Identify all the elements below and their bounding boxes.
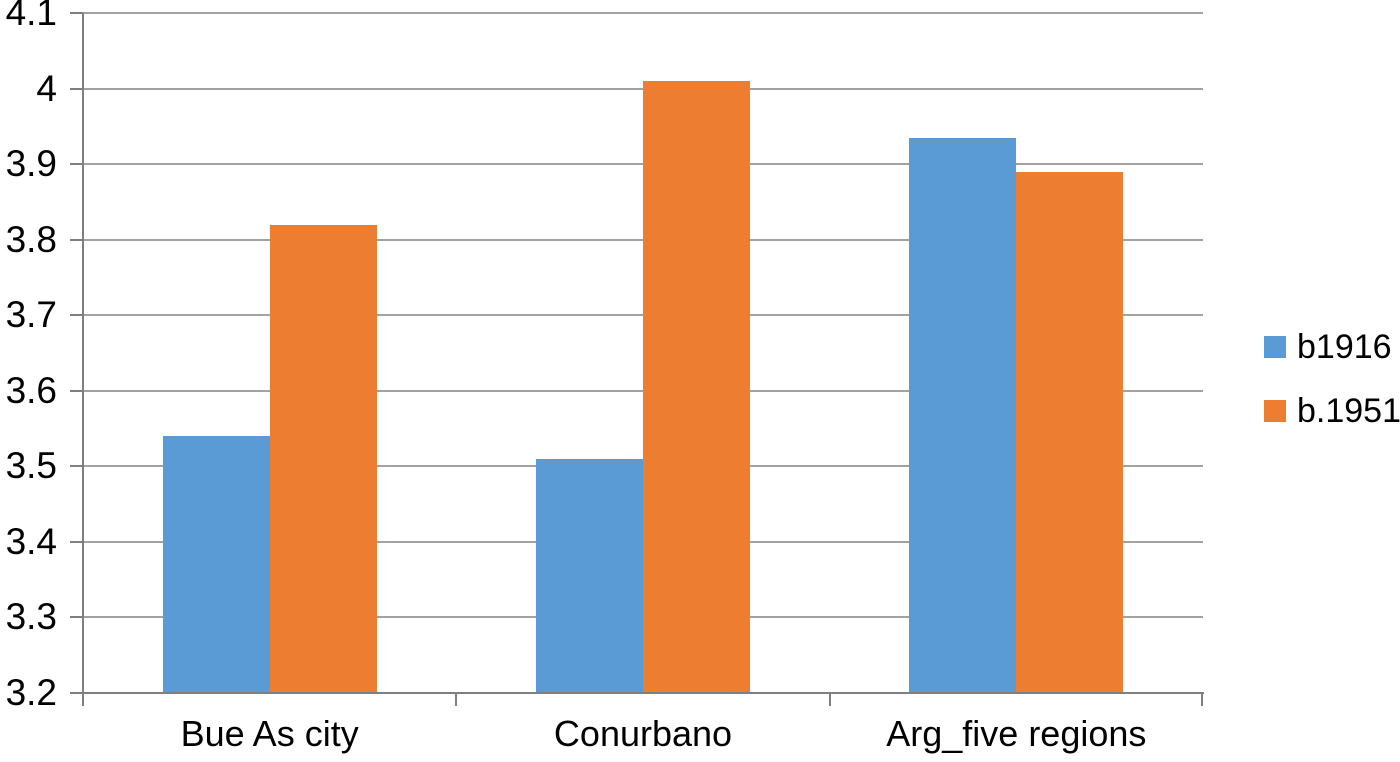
y-tick-label-3.4: 3.4 — [5, 520, 57, 562]
legend-item-b1916: b1916 — [1264, 324, 1400, 370]
bar-b1916-conurbano — [536, 458, 643, 693]
y-tick-mark-3.9 — [70, 163, 87, 166]
x-category-label-conurbano: Conurbano — [553, 713, 733, 754]
x-tick-mark-0 — [82, 692, 84, 706]
y-axis-tick-labels: 3.2 3.3 3.4 3.5 3.6 3.7 3.8 3.9 4 4.1 — [0, 0, 57, 713]
y-tick-label-3.3: 3.3 — [5, 596, 57, 638]
x-category-label-bue-as-city: Bue As city — [180, 713, 359, 754]
y-axis-line — [82, 13, 84, 706]
y-tick-label-3.5: 3.5 — [5, 445, 57, 487]
x-tick-mark-1 — [455, 692, 457, 706]
y-tick-label-4.1: 4.1 — [5, 0, 57, 33]
y-tick-mark-3.5 — [70, 465, 87, 468]
y-tick-mark-3.2 — [70, 692, 87, 694]
gridline-4.1 — [83, 12, 1203, 14]
y-tick-label-3.9: 3.9 — [5, 143, 57, 185]
x-tick-mark-2 — [829, 692, 831, 706]
bar-b-1951-arg-five-regions — [1016, 171, 1124, 693]
y-tick-label-3.8: 3.8 — [5, 218, 57, 260]
legend-swatch-b1916 — [1264, 336, 1286, 358]
y-tick-label-3.6: 3.6 — [5, 369, 57, 411]
legend: b1916 b.1951 — [1264, 324, 1400, 452]
y-tick-mark-3.7 — [70, 314, 87, 317]
legend-swatch-b-1951 — [1264, 400, 1286, 422]
y-tick-mark-4 — [70, 87, 87, 90]
legend-label-b1916: b1916 — [1297, 328, 1392, 366]
bar-b-1951-bue-as-city — [269, 224, 377, 693]
y-tick-mark-3.8 — [70, 238, 87, 241]
bar-b-1951-conurbano — [643, 81, 750, 693]
y-tick-mark-3.4 — [70, 540, 87, 543]
y-tick-mark-3.3 — [70, 616, 87, 619]
x-axis-line — [83, 692, 1204, 694]
plot-area — [83, 12, 1203, 693]
y-tick-label-3.7: 3.7 — [5, 294, 57, 336]
y-tick-label-3.2: 3.2 — [5, 672, 57, 713]
y-tick-mark-4.1 — [70, 12, 87, 14]
bar-b1916-bue-as-city — [162, 436, 270, 693]
bar-b1916-arg-five-regions — [909, 137, 1017, 693]
x-tick-mark-3 — [1201, 692, 1203, 706]
y-tick-label-4: 4 — [36, 67, 57, 109]
x-category-label-arg-five-regions: Arg_five regions — [886, 713, 1147, 754]
legend-item-b-1951: b.1951 — [1264, 388, 1400, 434]
y-tick-mark-3.6 — [70, 389, 87, 392]
legend-label-b-1951: b.1951 — [1297, 392, 1400, 430]
